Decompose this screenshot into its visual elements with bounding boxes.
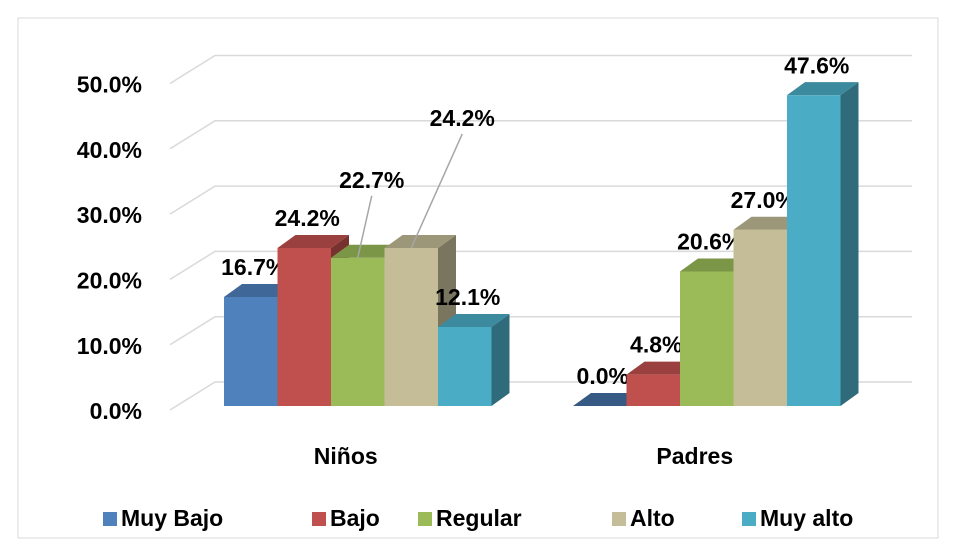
grid-line <box>169 185 912 215</box>
bar <box>384 247 438 406</box>
data-label: 22.7% <box>339 167 404 193</box>
legend-label: Regular <box>436 505 522 531</box>
bar <box>277 247 331 406</box>
bar-top <box>384 234 456 248</box>
data-label: 24.2% <box>430 105 495 131</box>
y-tick-label: 20.0% <box>77 267 142 293</box>
grid-line <box>169 315 912 346</box>
data-label: 47.6% <box>784 52 849 78</box>
y-tick-label: 10.0% <box>77 333 142 359</box>
legend-label: Muy Bajo <box>121 505 223 531</box>
legend-swatch <box>742 512 756 526</box>
legend-swatch <box>612 512 626 526</box>
data-label: 24.2% <box>275 205 340 231</box>
grid-line <box>169 120 912 150</box>
leader-line <box>410 133 463 249</box>
bar <box>438 326 492 406</box>
bar <box>733 229 787 406</box>
data-label: 20.6% <box>677 229 742 255</box>
data-label: 0.0% <box>577 363 629 389</box>
x-tick-label: Padres <box>656 443 733 469</box>
bar <box>626 374 680 406</box>
bar <box>224 296 278 406</box>
bar-top <box>438 313 510 327</box>
data-label: 12.1% <box>435 284 500 310</box>
leader-line <box>357 195 373 258</box>
legend-label: Alto <box>630 505 675 531</box>
grid-line <box>169 250 912 281</box>
y-tick-label: 50.0% <box>77 72 142 98</box>
grid-line <box>169 54 912 85</box>
bar-side <box>840 82 859 406</box>
y-tick-label: 0.0% <box>90 398 142 424</box>
legend-label: Muy alto <box>760 505 853 531</box>
y-tick-label: 30.0% <box>77 202 142 228</box>
bar <box>787 95 841 406</box>
bar-side <box>491 313 510 406</box>
legend-swatch <box>103 512 117 526</box>
data-label: 4.8% <box>630 332 682 358</box>
bar <box>680 271 734 406</box>
data-label: 16.7% <box>221 254 286 280</box>
data-label: 27.0% <box>731 187 796 213</box>
legend-label: Bajo <box>330 505 380 531</box>
legend-swatch <box>312 512 326 526</box>
bar-top <box>277 234 349 248</box>
y-tick-label: 40.0% <box>77 137 142 163</box>
bar-top <box>787 82 859 96</box>
bar <box>331 257 385 406</box>
x-tick-label: Niños <box>314 443 378 469</box>
legend-swatch <box>418 512 432 526</box>
